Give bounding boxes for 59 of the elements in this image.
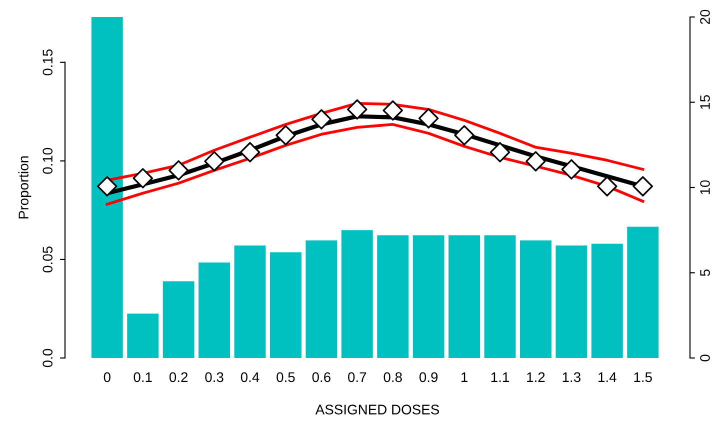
point (526, 151, 546, 172)
point (276, 125, 296, 146)
point (632, 176, 654, 196)
bar (234, 245, 266, 358)
bar (127, 314, 159, 358)
x-tick-label: 1.5 (634, 372, 652, 382)
bar (91, 17, 123, 358)
bar (198, 262, 230, 358)
y2-tick-label: 20 (700, 10, 710, 24)
bar (270, 252, 302, 358)
x-tick-label: 0.4 (240, 372, 260, 382)
bar (162, 281, 194, 358)
y2-tick-label: 15 (700, 95, 710, 109)
x-tick-label: 1.4 (598, 372, 616, 382)
point (454, 125, 474, 146)
bar (556, 245, 588, 358)
x-tick-label: 1 (461, 372, 468, 382)
bar (627, 226, 659, 358)
bar (377, 235, 409, 358)
bar (306, 240, 338, 358)
y2-tick-label: 0 (700, 354, 710, 362)
point (596, 176, 618, 196)
x-tick-label: 0.2 (169, 372, 188, 382)
x-tick-label: 0.9 (419, 372, 438, 382)
y-tick-label: 0.05 (42, 246, 53, 272)
point (311, 109, 332, 130)
y-tick-label: 0.0 (42, 348, 53, 368)
y-tick-label: 0.15 (42, 49, 53, 76)
y2-tick-label: 10 (700, 180, 710, 194)
point (168, 160, 189, 181)
x-tick-label: 0.7 (348, 372, 366, 382)
point (346, 99, 368, 120)
point (490, 142, 510, 162)
x-tick-label: 1.3 (562, 372, 580, 382)
point (240, 142, 260, 162)
point (204, 151, 224, 172)
y-tick-label: 0.10 (42, 148, 53, 174)
point (96, 176, 118, 196)
x-tick-label: 0 (104, 372, 110, 382)
point (132, 168, 154, 188)
x-tick-label: 1.1 (491, 372, 509, 382)
x-tick-label: 0.1 (134, 372, 152, 382)
x-tick-label: 0.3 (205, 372, 224, 382)
x-tick-label: 0.6 (312, 372, 330, 382)
bar (520, 240, 552, 358)
x-tick-label: 1.2 (527, 372, 545, 382)
point (382, 100, 404, 121)
y-axis-title: Proportion (18, 156, 32, 218)
x-tick-label: 0.8 (384, 372, 402, 382)
bar (412, 235, 444, 358)
bar (591, 244, 623, 358)
bar (448, 235, 480, 358)
x-axis-title: ASSIGNED DOSES (315, 404, 439, 414)
y2-tick-label: 5 (700, 269, 710, 276)
point (561, 159, 582, 180)
line-series (106, 123, 644, 206)
bar (341, 230, 373, 358)
x-tick-label: 0.5 (276, 372, 295, 382)
bar (484, 235, 516, 358)
